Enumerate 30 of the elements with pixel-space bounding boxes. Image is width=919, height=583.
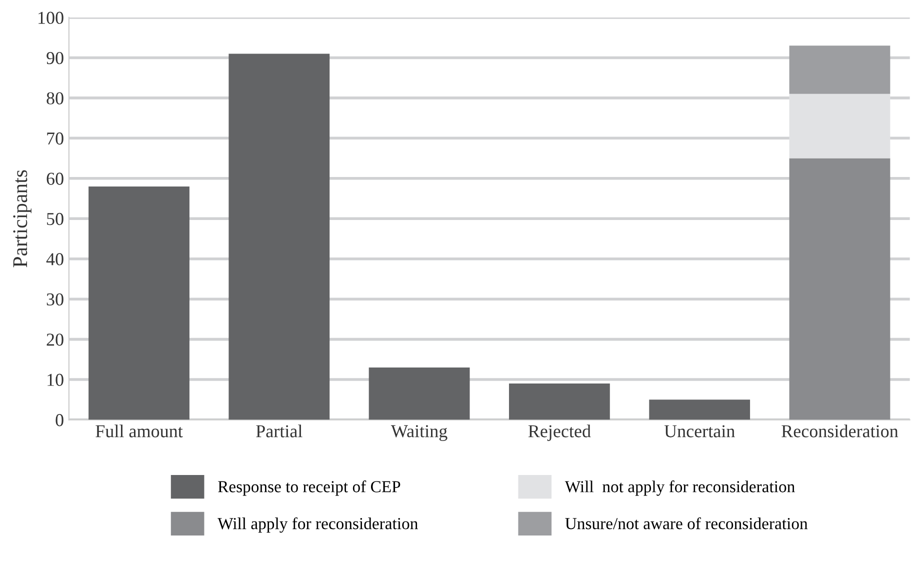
legend-label: Unsure/not aware of reconsideration <box>565 517 808 530</box>
bar <box>789 94 890 158</box>
legend-label: Response to receipt of CEP <box>218 480 400 496</box>
x-tick-label: Reconsideration <box>782 424 898 438</box>
y-tick-label: 100 <box>38 12 64 24</box>
x-tick-label: Waiting <box>390 425 448 441</box>
x-tick-label: Uncertain <box>664 425 735 438</box>
y-tick-label: 20 <box>46 334 64 346</box>
y-tick-label: 70 <box>47 132 64 145</box>
x-tick-label: Full amount <box>96 424 183 438</box>
x-tick-label: Partial <box>256 424 302 438</box>
bar <box>789 158 890 420</box>
bar <box>508 384 610 420</box>
legend-label: Will apply for reconsideration <box>218 517 418 533</box>
bar <box>88 186 190 420</box>
y-tick-label: 60 <box>46 172 64 185</box>
y-tick-label: 30 <box>46 293 64 306</box>
y-tick-label: 10 <box>48 374 64 386</box>
y-tick-label: 50 <box>47 212 64 226</box>
y-axis-title: Participants <box>13 170 32 268</box>
bar <box>649 400 750 420</box>
y-tick-label: 40 <box>46 253 64 266</box>
y-tick-label: 90 <box>46 52 64 64</box>
bar <box>228 54 330 420</box>
legend-label: Will not apply for reconsideration <box>564 480 795 496</box>
y-tick-label: 0 <box>56 414 64 426</box>
y-tick-label: 80 <box>46 92 64 104</box>
x-tick-label: Rejected <box>528 424 591 441</box>
bar <box>789 46 890 94</box>
bar <box>368 367 470 420</box>
